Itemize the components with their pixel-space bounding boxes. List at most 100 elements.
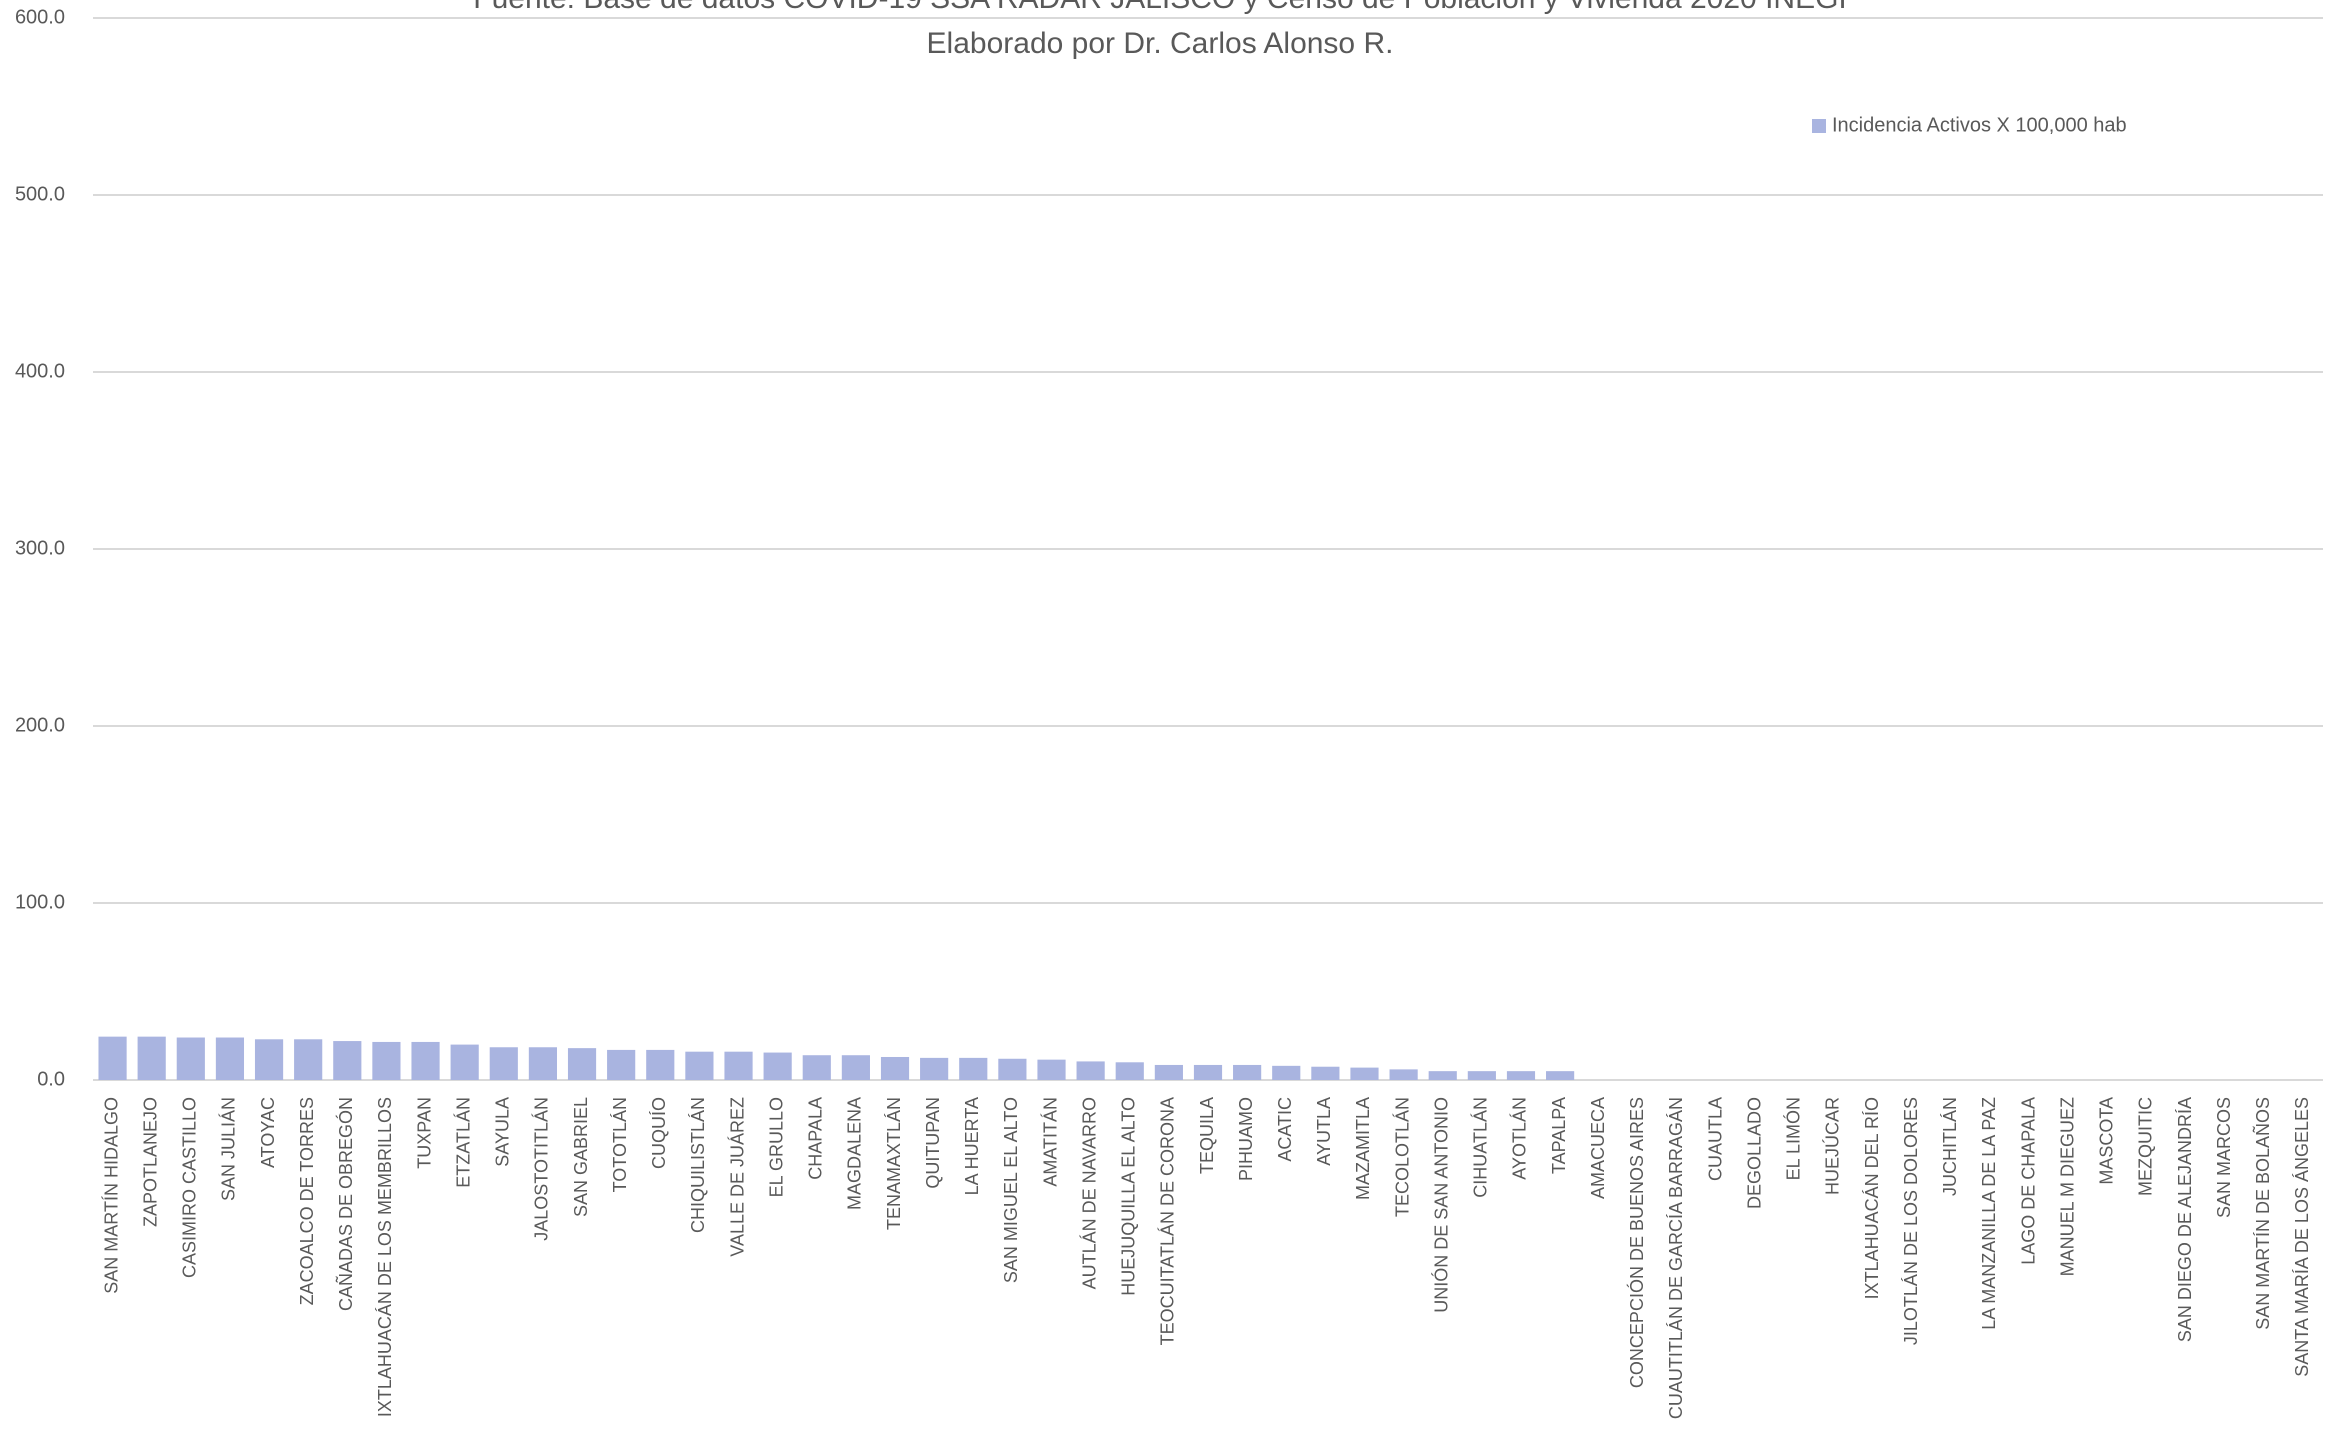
bar	[1154, 1064, 1183, 1080]
x-tick-label: SAYULA	[493, 1097, 513, 1167]
x-tick-label: IXTLAHUACÁN DE LOS MEMBRILLOS	[375, 1097, 395, 1417]
x-tick-label: SAN JULIÁN	[219, 1097, 239, 1201]
x-tick-label: ATOYAC	[258, 1097, 278, 1168]
x-tick-label: AYOTLÁN	[1510, 1097, 1530, 1180]
bar	[1428, 1071, 1457, 1080]
x-tick-label: IXTLAHUACÁN DEL RÍO	[1862, 1097, 1882, 1299]
x-tick-label: QUITUPAN	[923, 1097, 943, 1189]
bar	[567, 1048, 597, 1080]
x-tick-label: ACATIC	[1275, 1097, 1295, 1162]
x-tick-label: LAGO DE CHAPALA	[2018, 1097, 2038, 1265]
bar	[880, 1056, 910, 1080]
bar	[137, 1036, 166, 1080]
bar	[920, 1057, 949, 1080]
y-tick-label: 300.0	[15, 537, 65, 559]
x-tick-label: TOTOTLÁN	[610, 1097, 630, 1192]
bar	[1233, 1064, 1262, 1080]
x-tick-label: CUQUÍO	[649, 1097, 669, 1169]
bar	[450, 1044, 479, 1080]
x-tick-label: TUXPAN	[414, 1097, 434, 1169]
bar	[998, 1058, 1027, 1080]
chart-subtitle: Fuente: Base de datos COVID-19 SSA RADAR…	[473, 0, 1847, 15]
x-tick-label: EL LIMÓN	[1783, 1097, 1804, 1180]
x-tick-label: JUCHITLÁN	[1940, 1097, 1960, 1196]
x-tick-label: ZAPOTLANEJO	[140, 1097, 160, 1227]
x-tick-label: SAN MARTÍN HIDALGO	[101, 1097, 121, 1294]
bar	[1311, 1066, 1340, 1080]
x-tick-label: SAN MIGUEL EL ALTO	[1001, 1097, 1021, 1283]
bar	[802, 1055, 831, 1080]
bar	[1506, 1071, 1536, 1080]
x-tick-label: EL GRULLO	[766, 1097, 786, 1197]
bar	[372, 1041, 401, 1080]
x-tick-label: ETZATLÁN	[453, 1097, 473, 1188]
x-tick-label: AUTLÁN DE NAVARRO	[1079, 1097, 1099, 1289]
bar	[1272, 1065, 1301, 1080]
x-tick-label: MANUEL M DIEGUEZ	[2057, 1097, 2077, 1276]
x-tick-label: MEZQUITIC	[2136, 1097, 2156, 1196]
x-tick-label: TAPALPA	[1549, 1097, 1569, 1174]
x-tick-label: CUAUTITLÁN DE GARCÍA BARRAGÁN	[1666, 1097, 1686, 1419]
x-tick-label: AMACUECA	[1588, 1097, 1608, 1199]
x-tick-label: UNIÓN DE SAN ANTONIO	[1430, 1097, 1451, 1313]
x-tick-label: TEOCUITATLÁN DE CORONA	[1158, 1097, 1178, 1345]
x-tick-label: CAÑADAS DE OBREGÓN	[335, 1097, 356, 1311]
bar	[1193, 1064, 1223, 1080]
x-tick-label: ZACOALCO DE TORRES	[297, 1097, 317, 1305]
bar	[607, 1049, 636, 1080]
x-tick-label: LA MANZANILLA DE LA PAZ	[1979, 1097, 1999, 1330]
bar	[1115, 1062, 1144, 1080]
x-tick-label: CONCEPCIÓN DE BUENOS AIRES	[1626, 1097, 1647, 1388]
bar	[1350, 1067, 1379, 1080]
x-tick-label: HUEJUQUILLA EL ALTO	[1119, 1097, 1139, 1296]
x-tick-label: DEGOLLADO	[1744, 1097, 1764, 1209]
bar	[724, 1051, 753, 1080]
legend-label: Incidencia Activos X 100,000 hab	[1832, 114, 2127, 136]
x-tick-label: MASCOTA	[2097, 1097, 2117, 1185]
bar	[215, 1037, 245, 1080]
legend-swatch	[1812, 119, 1826, 133]
x-tick-label: CIHUATLÁN	[1471, 1097, 1491, 1198]
bar	[1076, 1061, 1105, 1080]
x-tick-label: VALLE DE JUÁREZ	[727, 1097, 747, 1257]
x-tick-label: SANTA MARÍA DE LOS ÁNGELES	[2292, 1097, 2312, 1377]
x-tick-label: HUEJÚCAR	[1822, 1097, 1843, 1195]
x-tick-label: CUAUTLA	[1705, 1097, 1725, 1181]
y-tick-label: 400.0	[15, 360, 65, 382]
x-tick-label: JILOTLÁN DE LOS DOLORES	[1901, 1097, 1921, 1345]
x-tick-label: AYUTLA	[1314, 1097, 1334, 1166]
bar	[841, 1055, 870, 1080]
bar	[1546, 1071, 1575, 1080]
y-tick-label: 100.0	[15, 891, 65, 913]
bar	[1037, 1059, 1066, 1080]
bar	[254, 1039, 284, 1080]
bar	[685, 1051, 714, 1080]
y-tick-label: 600.0	[15, 6, 65, 28]
bar	[411, 1041, 440, 1080]
y-tick-label: 0.0	[37, 1068, 65, 1090]
bar	[959, 1057, 988, 1080]
bar	[489, 1047, 518, 1080]
y-tick-label: 500.0	[15, 183, 65, 205]
bar	[1389, 1069, 1418, 1080]
bar	[333, 1041, 362, 1080]
x-tick-label: MAGDALENA	[845, 1097, 865, 1210]
bar	[98, 1036, 127, 1080]
bar	[763, 1052, 792, 1080]
x-tick-label: TEQUILA	[1197, 1097, 1217, 1174]
x-tick-label: TECOLOTLÁN	[1392, 1097, 1412, 1217]
x-tick-label: SAN DIEGO DE ALEJANDRÍA	[2175, 1097, 2195, 1342]
x-tick-label: AMATITÁN	[1040, 1097, 1060, 1187]
x-tick-label: PIHUAMO	[1236, 1097, 1256, 1181]
x-tick-label: CHAPALA	[806, 1097, 826, 1180]
x-tick-label: TENAMAXTLÁN	[884, 1097, 904, 1230]
x-tick-label: SAN MARCOS	[2214, 1097, 2234, 1218]
bar	[294, 1039, 323, 1080]
x-tick-label: JALOSTOTITLÁN	[532, 1097, 552, 1241]
bar	[176, 1037, 205, 1080]
x-tick-label: SAN MARTÍN DE BOLAÑOS	[2252, 1097, 2273, 1330]
x-tick-label: LA HUERTA	[962, 1097, 982, 1195]
chart-subtitle: Elaborado por Dr. Carlos Alonso R.	[927, 27, 1394, 60]
